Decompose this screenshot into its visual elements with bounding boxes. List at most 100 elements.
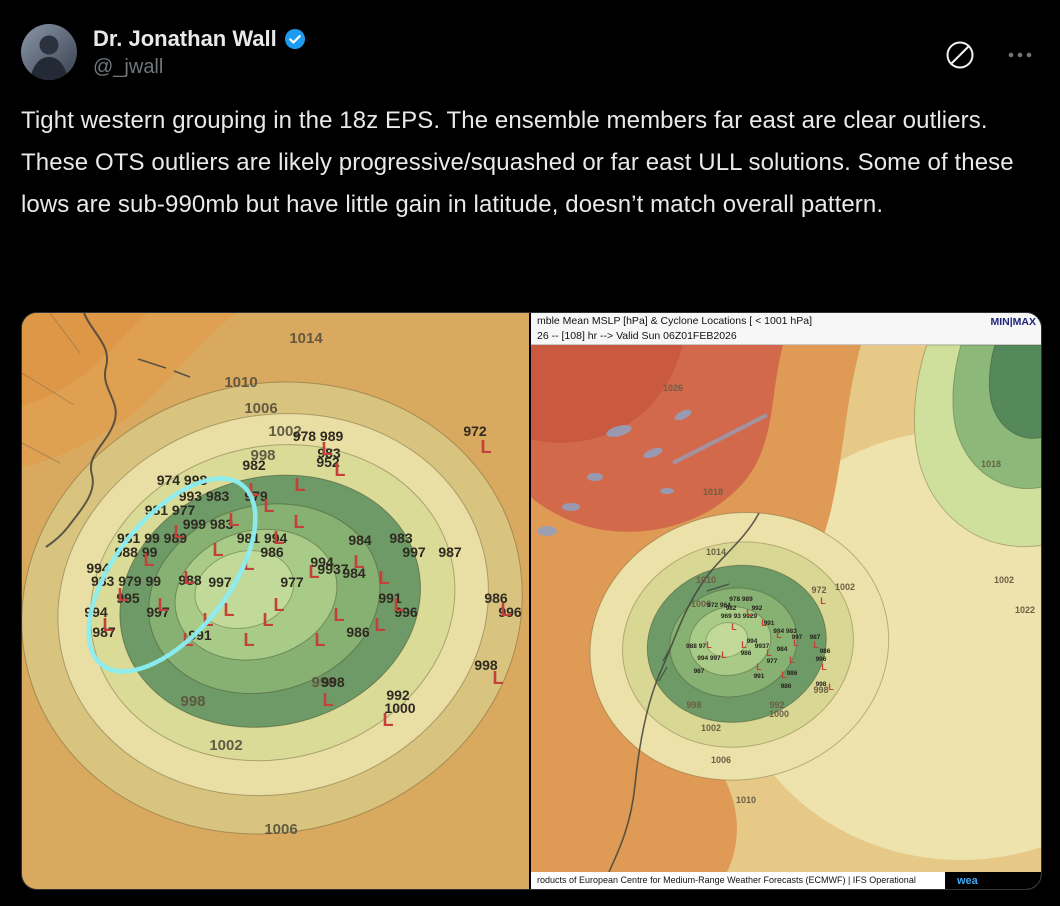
low-pressure-L-marker: L: [323, 690, 334, 710]
contour-label: 1002: [701, 723, 721, 733]
pressure-label: 983: [389, 530, 413, 546]
pressure-label: 997: [402, 544, 426, 560]
pressure-label: 1000: [384, 700, 415, 716]
low-pressure-L-marker: L: [229, 510, 240, 530]
low-pressure-L-marker: L: [244, 554, 255, 574]
contour-label: 1002: [268, 423, 301, 440]
pressure-label: 969 93 9929: [721, 613, 758, 620]
highlight-ellipse-annotation: [86, 476, 258, 674]
avatar-image: [21, 24, 77, 80]
low-pressure-L-marker: L: [315, 630, 326, 650]
pressure-label: 978 989: [293, 428, 344, 444]
pressure-label: 986: [741, 650, 752, 657]
pressure-label: 991: [188, 627, 212, 643]
media-right-map[interactable]: mble Mean MSLP [hPa] & Cyclone Locations…: [531, 313, 1041, 889]
low-pressure-L-marker: L: [375, 615, 386, 635]
low-pressure-L-marker: L: [309, 562, 320, 582]
contour-label: 1018: [703, 487, 723, 497]
low-pressure-L-marker: L: [295, 475, 306, 495]
contour-label: 1002: [209, 737, 242, 754]
pressure-label: 994 997: [697, 655, 721, 662]
lakes: [537, 409, 768, 536]
contour-label: 1006: [244, 400, 277, 417]
pressure-label: 987: [92, 624, 116, 640]
contour-label: 1018: [981, 459, 1001, 469]
pressure-label: 986: [781, 683, 792, 690]
low-pressure-L-marker: L: [493, 668, 504, 688]
coastline: [608, 512, 760, 872]
pressure-label: 984: [777, 646, 788, 653]
pressure-label: 998: [321, 674, 345, 690]
pressure-label: 999 983: [183, 516, 234, 532]
low-pressure-L-marker: L: [274, 528, 285, 548]
pressure-label: 998: [474, 657, 498, 673]
low-pressure-L-marker: L: [766, 648, 772, 658]
low-pressure-L-marker: L: [244, 630, 255, 650]
low-pressure-L-marker: L: [322, 439, 333, 459]
pressure-label: 991: [764, 620, 775, 627]
low-pressure-L-marker: L: [813, 640, 819, 650]
contour-label: 1002: [994, 575, 1014, 585]
pressure-label: 996: [498, 604, 522, 620]
pressure-label: 987: [694, 668, 705, 675]
more-button[interactable]: [1005, 40, 1035, 73]
pressure-label: 995: [116, 590, 140, 606]
low-pressure-L-marker: L: [158, 595, 169, 615]
pressure-label: 987: [810, 634, 821, 641]
avatar[interactable]: [21, 24, 77, 80]
identity-block: Dr. Jonathan Wall @_jwall: [93, 24, 306, 79]
contour-label: 998: [686, 700, 701, 710]
low-pressure-L-marker: L: [761, 618, 767, 628]
right-map-contour-labels: 1026101810181014101010061002102299899899…: [663, 383, 1035, 805]
right-map-footer: roducts of European Centre for Medium-Ra…: [531, 872, 1041, 889]
contour-label: 1000: [769, 709, 789, 719]
contour-label: 998: [813, 685, 828, 695]
pressure-label: 9937: [317, 561, 348, 577]
pressure-label: 991: [754, 673, 765, 680]
tweet-media[interactable]: 1014 1010 1006 1002 998 998 998 1002 1006 978 98…: [21, 312, 1042, 890]
grok-actions-button[interactable]: [943, 38, 977, 75]
pressure-label: 978 989: [729, 596, 753, 603]
low-pressure-L-marker: L: [249, 480, 260, 500]
low-pressure-L-marker: L: [820, 596, 826, 606]
low-pressure-L-marker: L: [224, 600, 235, 620]
low-pressure-L-marker: L: [821, 662, 827, 672]
low-pressure-L-marker: L: [706, 640, 712, 650]
pressure-label: 991: [378, 590, 402, 606]
contour-label: 998: [311, 674, 336, 691]
contour-label: 1006: [691, 599, 711, 609]
low-pressure-L-marker: L: [776, 630, 782, 640]
pressure-label: 996: [394, 604, 418, 620]
contour-label: 1010: [696, 575, 716, 585]
pressure-label: 997: [146, 604, 170, 620]
contour-label: 1006: [264, 821, 297, 838]
low-pressure-L-marker: L: [746, 608, 752, 618]
user-handle[interactable]: @_jwall: [93, 56, 164, 78]
pressure-label: 974 998: [157, 472, 208, 488]
contour-label: 1022: [1015, 605, 1035, 615]
contour-label: 1002: [835, 582, 855, 592]
pressure-label: 983: [317, 445, 341, 461]
low-pressure-L-marker: L: [481, 437, 492, 457]
tweet-header: Dr. Jonathan Wall @_jwall: [0, 0, 1060, 80]
ellipsis-icon: [1008, 52, 1032, 58]
pressure-label: 988: [178, 572, 202, 588]
low-pressure-L-marker: L: [354, 552, 365, 572]
low-pressure-L-marker: L: [789, 655, 795, 665]
low-pressure-L-marker: L: [335, 460, 346, 480]
pressure-label: 992: [752, 605, 763, 612]
low-pressure-L-marker: L: [379, 568, 390, 588]
contour-label: 972: [811, 585, 826, 595]
media-left-map[interactable]: 1014 1010 1006 1002 998 998 998 1002 1006 978 98…: [22, 313, 529, 889]
pressure-label: 972: [463, 423, 487, 439]
low-pressure-L-marker: L: [174, 522, 185, 542]
display-name[interactable]: Dr. Jonathan Wall: [93, 26, 277, 51]
pressure-label: 984 983: [773, 628, 797, 635]
pressure-label: 983 979 99: [91, 573, 161, 589]
pressure-label: 9937: [755, 643, 770, 650]
right-weather-map: 1026101810181014101010061002102299899899…: [531, 345, 1041, 872]
low-pressure-L-marker: L: [741, 640, 747, 650]
low-pressure-L-marker: L: [184, 568, 195, 588]
